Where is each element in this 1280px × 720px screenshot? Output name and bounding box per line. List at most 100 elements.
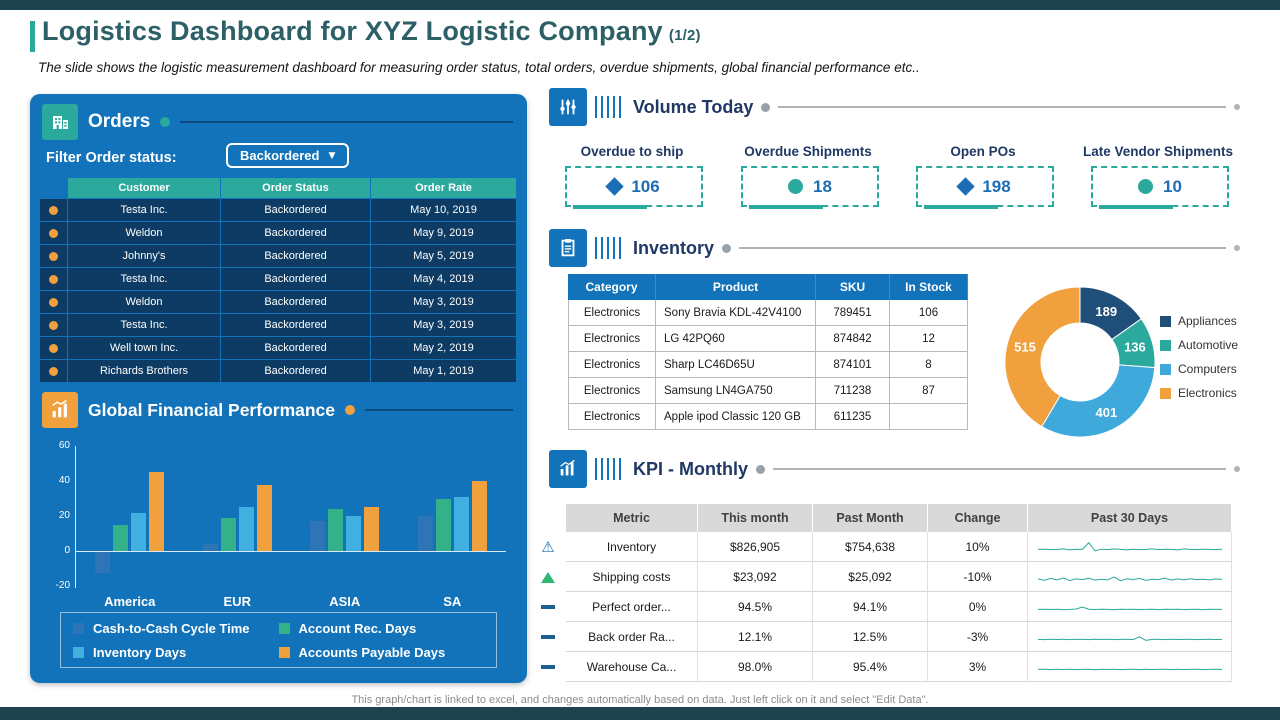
inventory-table: Category Product SKU In Stock Electronic… [568, 274, 968, 430]
kpi-value: 106 [631, 176, 660, 196]
order-dot-cell [40, 267, 68, 290]
kpi-past-month: $754,638 [813, 532, 928, 562]
kpi-this-month: 12.1% [698, 622, 813, 652]
kpi-row-status [541, 592, 555, 622]
page-title: Logistics Dashboard for XYZ Logistic Com… [42, 16, 701, 47]
order-row: Testa Inc. Backordered May 4, 2019 [40, 267, 517, 290]
legend-swatch [278, 622, 290, 634]
sparkline-chart [1037, 635, 1222, 641]
kpi-row-status [541, 622, 555, 652]
order-cell: Backordered [221, 359, 371, 382]
subtitle: The slide shows the logistic measurement… [38, 60, 920, 75]
kpi-chart-icon [549, 450, 587, 488]
kpi-monthly-title: KPI - Monthly [633, 458, 748, 479]
orders-col-rate: Order Rate [371, 178, 517, 198]
kpi-sparkline-cell [1028, 562, 1232, 592]
inventory-cell: Samsung LN4GA750 [656, 378, 816, 404]
table-row: Electronics Sony Bravia KDL-42V4100 789451… [568, 300, 968, 326]
kpi-col-change: Change [928, 504, 1028, 532]
kpi-box: 10 [1091, 166, 1229, 209]
bar [149, 472, 165, 551]
kpi-label: Overdue Shipments [744, 144, 872, 159]
inventory-col-sku: SKU [816, 274, 890, 300]
building-icon [42, 104, 78, 140]
kpi-label: Late Vendor Shipments [1082, 144, 1234, 159]
inventory-donut: 189 136 401 515 [1002, 284, 1158, 440]
zero-gridline [76, 551, 506, 552]
bullet-icon [49, 274, 58, 284]
orders-col-customer: Customer [68, 178, 221, 198]
order-cell: Backordered [221, 313, 371, 336]
header-line [365, 409, 513, 411]
kpi-change: 3% [928, 652, 1028, 682]
bar [346, 516, 362, 551]
dash-icon [541, 605, 555, 609]
kpi-value: 198 [982, 176, 1011, 196]
order-row: Richards Brothers Backordered May 1, 2019 [40, 359, 517, 382]
order-cell: Backordered [221, 267, 371, 290]
kpi-this-month: $826,905 [698, 532, 813, 562]
order-cell: Backordered [221, 221, 371, 244]
axis-category-label: EUR [223, 594, 251, 609]
kpi-row-status: ⚠ [541, 532, 554, 562]
inventory-header: Inventory [549, 229, 1240, 267]
kpi-this-month: 98.0% [698, 652, 813, 682]
kpi-col-past-month: Past Month [813, 504, 928, 532]
financial-legend: Cash-to-Cash Cycle Time Account Rec. Days… [60, 612, 497, 668]
axis-tick-label: 60 [58, 440, 70, 451]
inventory-cell: 789451 [816, 300, 890, 326]
order-cell: May 1, 2019 [371, 359, 517, 382]
bar [95, 552, 111, 573]
legend-swatch [73, 622, 84, 634]
order-cell: Testa Inc. [68, 198, 221, 221]
order-dot-cell [40, 359, 68, 382]
volume-today-title: Volume Today [633, 96, 754, 117]
top-border-bar [0, 0, 1280, 10]
bar [453, 496, 469, 551]
inventory-cell: 711238 [816, 378, 890, 404]
order-dot-cell [40, 244, 68, 267]
bar [220, 517, 236, 551]
inventory-cell: 874101 [816, 352, 890, 378]
legend-item: Inventory Days [73, 645, 279, 660]
inventory-col-instock: In Stock [890, 274, 968, 300]
header-line [739, 247, 1226, 249]
table-row: Perfect order... 94.5% 94.1% 0% [566, 592, 1232, 622]
kpi-sparkline-cell [1028, 622, 1232, 652]
stripes-decoration [595, 237, 621, 259]
header-dot-icon [160, 117, 171, 127]
kpi-change: 10% [928, 532, 1028, 562]
triangle-up-icon [541, 571, 555, 583]
header-dot-icon [345, 405, 356, 415]
sparkline-chart [1037, 541, 1222, 551]
order-cell: Weldon [68, 221, 221, 244]
inventory-cell: 106 [890, 300, 968, 326]
legend-swatch [278, 646, 290, 658]
order-row: Testa Inc. Backordered May 3, 2019 [40, 313, 517, 336]
legend-label: Cash-to-Cash Cycle Time [93, 620, 250, 636]
kpi-label: Overdue to ship [580, 144, 684, 159]
order-cell: Backordered [221, 244, 371, 267]
orders-table: Customer Order Status Order Rate Testa I… [40, 178, 517, 382]
kpi-sparkline-cell [1028, 532, 1232, 562]
bar [238, 507, 254, 551]
order-cell: May 10, 2019 [371, 198, 517, 221]
order-cell: May 4, 2019 [371, 267, 517, 290]
order-status-dropdown[interactable]: Backordered ▼ [226, 143, 350, 168]
kpi-metric: Inventory [566, 532, 698, 562]
axis-tick-label: 40 [58, 475, 70, 486]
inventory-donut-chart: 189 136 401 515 [1004, 286, 1156, 438]
title-accent-bar [30, 21, 35, 52]
legend-item: Appliances [1160, 314, 1238, 328]
legend-item: Account Rec. Days [278, 621, 485, 636]
order-dot-cell [40, 198, 68, 221]
bar [131, 512, 147, 551]
donut-slice-electronics [1004, 286, 1081, 428]
bar [364, 507, 380, 551]
footer-note: This graph/chart is linked to excel, and… [351, 694, 929, 706]
header-dot-icon [722, 243, 732, 253]
dash-icon [541, 635, 555, 639]
donut-value-label: 401 [1096, 405, 1118, 420]
order-cell: Weldon [68, 290, 221, 313]
clipboard-icon [549, 229, 587, 267]
